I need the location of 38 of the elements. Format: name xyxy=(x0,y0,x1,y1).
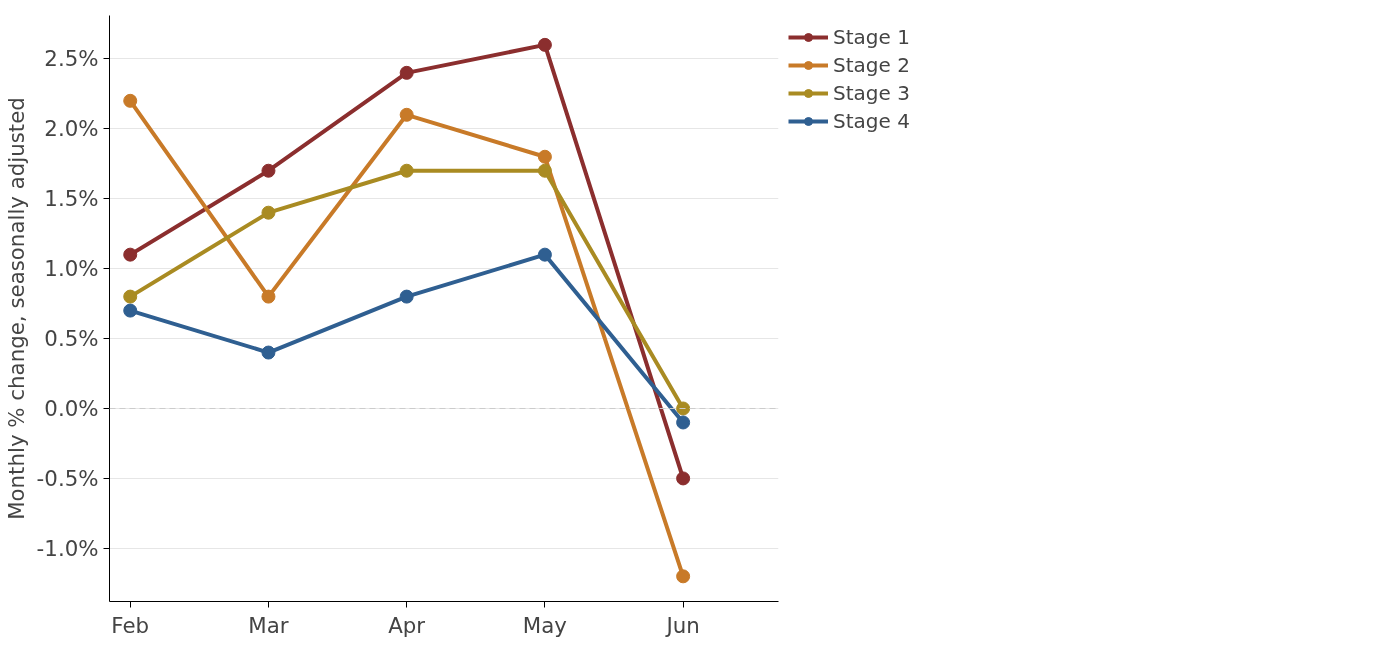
point xyxy=(537,149,552,164)
point xyxy=(537,37,552,52)
point xyxy=(123,289,138,304)
y-tick-label: 1.5% xyxy=(44,186,99,212)
point xyxy=(123,247,138,262)
point xyxy=(676,471,691,486)
point xyxy=(261,205,276,220)
x-tick-label: Feb xyxy=(111,612,150,638)
point xyxy=(261,345,276,360)
y-axis-title: Monthly % change, seasonally adjusted xyxy=(3,97,29,520)
x-tick-label: May xyxy=(522,612,567,638)
point xyxy=(676,569,691,584)
point xyxy=(123,93,138,108)
point xyxy=(676,415,691,430)
point xyxy=(537,247,552,262)
legend-label: Stage 1 xyxy=(833,25,910,49)
y-tick-label: 0.5% xyxy=(44,326,99,352)
point xyxy=(537,163,552,178)
point xyxy=(261,163,276,178)
y-tick-label: 1.0% xyxy=(44,256,99,282)
point xyxy=(399,289,414,304)
legend-label: Stage 2 xyxy=(833,53,910,77)
x-tick-label: Apr xyxy=(388,612,426,638)
y-tick-label: -0.5% xyxy=(36,465,99,491)
x-tick-label: Jun xyxy=(664,612,700,638)
x-tick-label: Mar xyxy=(248,612,289,638)
point xyxy=(399,65,414,80)
y-tick-label: 2.0% xyxy=(44,116,99,142)
point xyxy=(261,289,276,304)
y-tick-label: 0.0% xyxy=(44,396,99,421)
point xyxy=(676,401,691,416)
point xyxy=(399,163,414,178)
legend-label: Stage 3 xyxy=(833,81,910,105)
point xyxy=(123,303,138,318)
point xyxy=(399,107,414,122)
legend-label: Stage 4 xyxy=(833,109,910,133)
y-tick-label: -1.0% xyxy=(36,535,99,561)
y-tick-label: 2.5% xyxy=(44,46,99,72)
